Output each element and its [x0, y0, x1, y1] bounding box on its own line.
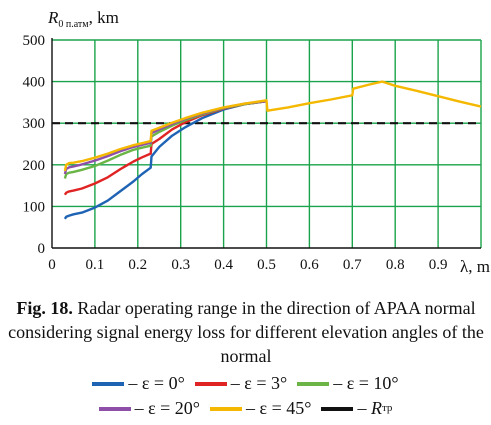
legend-item-eps-3: – ε = 3° [194, 371, 288, 396]
chart-tick-labels: 0 0.1 0.2 0.3 0.4 0.5 0.6 0.7 0.8 0.9 0 100 200 300 40… [23, 33, 448, 273]
legend-label-eps-3: – ε = 3° [230, 373, 288, 393]
legend-swatch-eps-45 [210, 406, 243, 411]
chart-grid [52, 39, 482, 248]
figure-caption-label: Fig. 18. [16, 298, 73, 318]
chart: 0 0.1 0.2 0.3 0.4 0.5 0.6 0.7 0.8 0.9 0 100 200 300 40… [23, 8, 490, 276]
legend-label-r-tr-subscript: тр [381, 402, 393, 414]
legend-label-eps-20: – ε = 20° [134, 398, 201, 418]
chart-legend: – ε = 0° – ε = 3° – ε = 10° – ε = 20° – … [0, 371, 491, 421]
x-axis-label: λ, m [460, 257, 490, 276]
legend-row-1: – ε = 0° – ε = 3° – ε = 10° [0, 371, 491, 396]
figure-caption: Fig. 18. Radar operating range in the di… [8, 296, 484, 368]
legend-item-eps-10: – ε = 10° [297, 371, 399, 396]
legend-swatch-eps-3 [194, 381, 227, 386]
x-tick-label: 0.6 [300, 257, 319, 273]
y-tick-label: 500 [23, 33, 46, 49]
legend-item-eps-0: – ε = 0° [92, 371, 185, 396]
legend-item-eps-20: – ε = 20° [98, 396, 201, 421]
legend-item-eps-45: – ε = 45° [210, 396, 311, 421]
x-tick-label: 0 [48, 257, 56, 273]
x-tick-label: 0.8 [386, 257, 405, 273]
y-axis-label-subscript: 0 п.атм [58, 19, 89, 30]
chart-series [52, 80, 482, 220]
legend-swatch-eps-20 [98, 406, 131, 411]
x-tick-label: 0.4 [214, 257, 233, 273]
y-tick-label: 100 [23, 199, 46, 215]
legend-swatch-eps-0 [92, 381, 125, 386]
legend-label-eps-0: – ε = 0° [128, 373, 185, 393]
legend-label-eps-45: – ε = 45° [246, 398, 312, 418]
series-line-0 [63, 100, 267, 220]
y-axis-label-symbol: R [47, 8, 59, 27]
legend-label-eps-10: – ε = 10° [333, 373, 399, 393]
legend-swatch-r-tr [321, 406, 354, 411]
y-tick-label: 400 [23, 75, 46, 91]
y-tick-label: 0 [38, 241, 46, 257]
x-tick-label: 0.5 [257, 257, 276, 273]
y-tick-label: 300 [23, 116, 46, 132]
y-axis-label-unit: , km [89, 8, 119, 27]
chart-axes [51, 38, 481, 249]
series-line-4 [63, 80, 482, 172]
legend-label-r-tr: – R [357, 398, 382, 418]
x-tick-label: 0.2 [128, 257, 147, 273]
y-tick-label: 200 [23, 158, 46, 174]
x-tick-label: 0.1 [86, 257, 105, 273]
x-tick-label: 0.7 [343, 257, 362, 273]
legend-swatch-eps-10 [297, 381, 330, 386]
figure-caption-text: Radar operating range in the direction o… [8, 298, 484, 366]
y-axis-label: R0 п.атм, km [47, 8, 119, 30]
x-tick-label: 0.3 [171, 257, 190, 273]
x-tick-label: 0.9 [429, 257, 448, 273]
